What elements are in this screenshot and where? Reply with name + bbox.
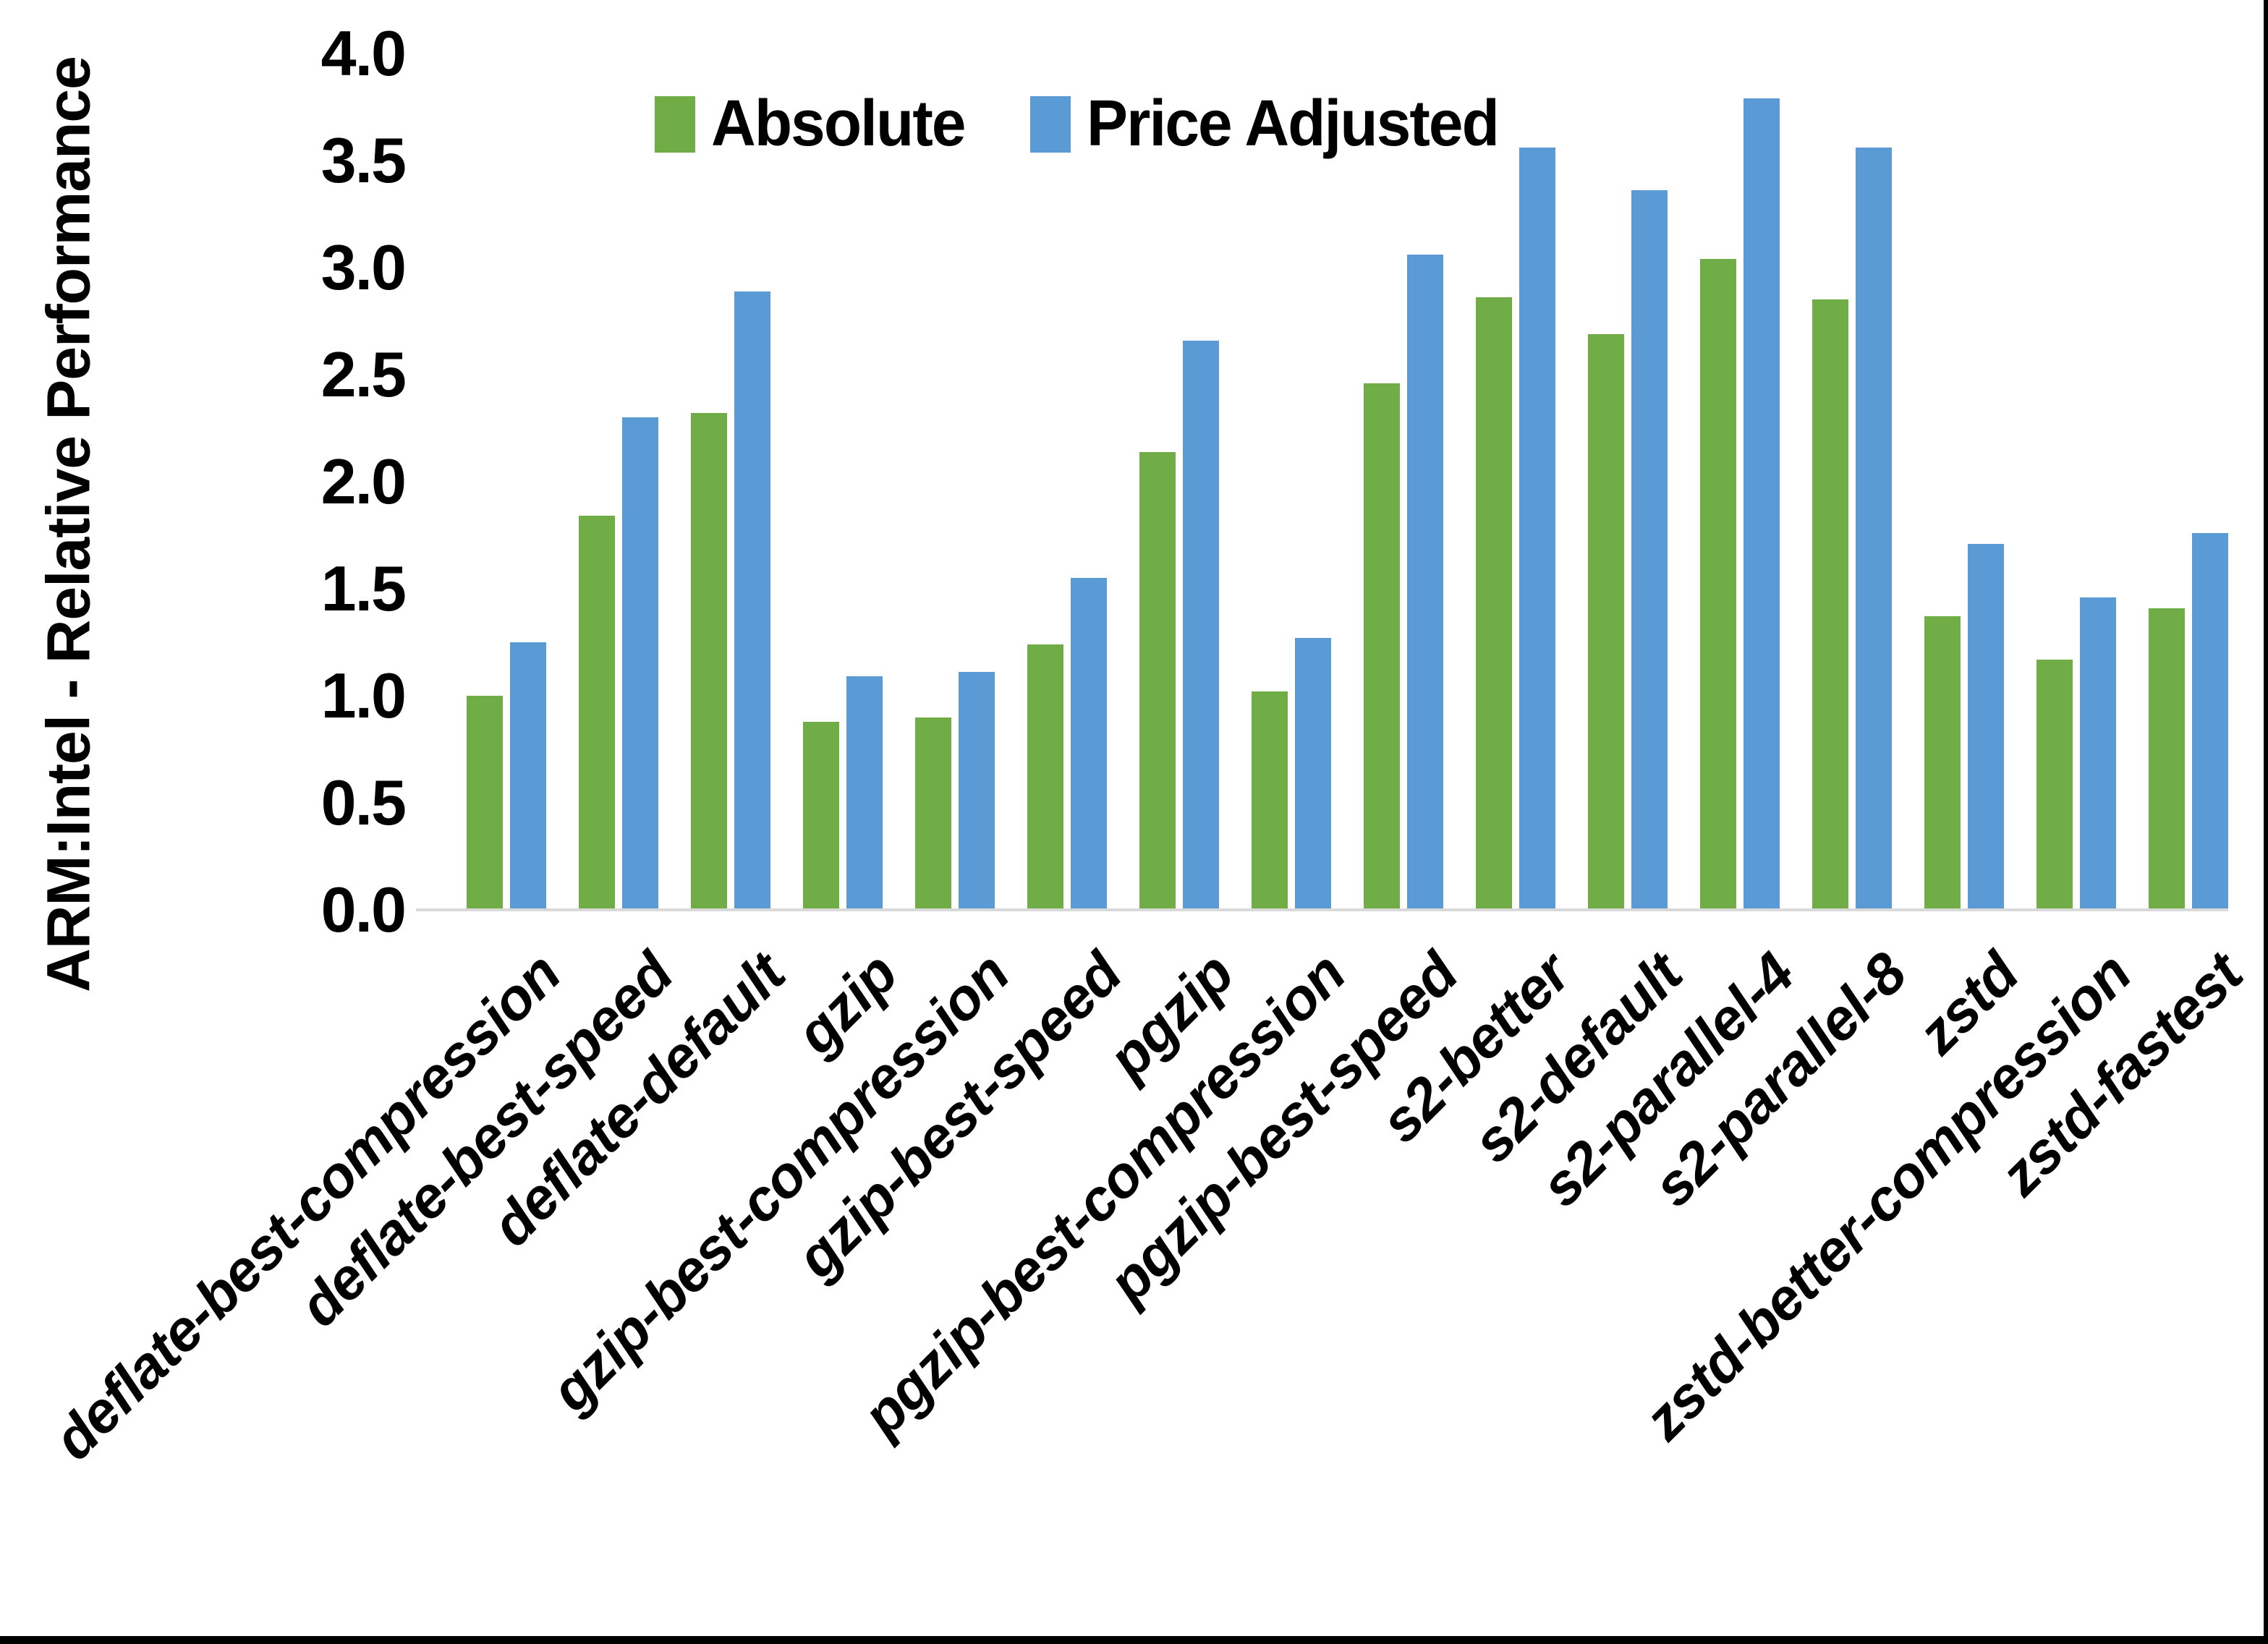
- bar-price-adjusted: [846, 676, 883, 910]
- bar-absolute: [467, 696, 503, 910]
- bar-absolute: [1924, 616, 1961, 910]
- legend-item-absolute: Absolute: [655, 87, 978, 161]
- y-axis-tick-label: 3.5: [320, 124, 407, 196]
- legend-label: Price Adjusted: [1087, 88, 1500, 160]
- x-axis-line: [416, 908, 2228, 911]
- bar-absolute: [691, 413, 727, 910]
- legend-label: Absolute: [711, 88, 966, 160]
- y-axis-tick-label: 4.0: [320, 17, 407, 89]
- bar-absolute: [1812, 299, 1848, 910]
- bar-price-adjusted: [1295, 638, 1331, 910]
- bar-absolute: [579, 516, 615, 910]
- y-axis-tick-label: 2.0: [320, 446, 407, 517]
- bar-price-adjusted: [1071, 578, 1107, 910]
- legend-item-price-adjusted: Price Adjusted: [1030, 87, 1520, 161]
- bar-absolute: [1139, 452, 1176, 910]
- bar-absolute: [915, 717, 951, 910]
- bar-price-adjusted: [1968, 544, 2004, 910]
- bar-price-adjusted: [1407, 255, 1443, 910]
- y-axis-tick-label: 1.0: [320, 660, 407, 731]
- bar-price-adjusted: [734, 291, 770, 910]
- bar-absolute: [1476, 297, 1512, 910]
- bar-absolute: [1364, 383, 1400, 910]
- bar-price-adjusted: [1856, 148, 1892, 910]
- bar-price-adjusted: [1631, 190, 1668, 910]
- y-axis-tick-label: 0.5: [320, 767, 407, 838]
- legend: Absolute Price Adjusted: [655, 87, 1520, 161]
- bar-absolute: [2036, 660, 2073, 910]
- right-border: [2264, 0, 2268, 1644]
- bar-price-adjusted: [1744, 98, 1780, 910]
- y-axis-tick-label: 1.5: [320, 553, 407, 624]
- bottom-border: [0, 1636, 2268, 1644]
- bar-absolute: [1700, 259, 1736, 910]
- bar-absolute: [1252, 691, 1288, 910]
- bar-price-adjusted: [1519, 148, 1555, 910]
- bar-price-adjusted: [959, 672, 995, 910]
- y-axis-tick-label: 0.0: [320, 874, 407, 945]
- legend-swatch-price-adjusted: [1030, 95, 1071, 153]
- legend-swatch-absolute: [655, 95, 695, 153]
- bar-price-adjusted: [1183, 341, 1219, 910]
- y-axis-title: ARM:Intel - Relative Performance: [34, 56, 103, 992]
- y-axis-tick-label: 3.0: [320, 231, 407, 303]
- bar-absolute: [1588, 334, 1624, 910]
- bar-absolute: [803, 722, 839, 910]
- bar-absolute: [1027, 644, 1063, 910]
- bar-price-adjusted: [622, 417, 658, 910]
- bar-price-adjusted: [2080, 597, 2116, 910]
- bar-price-adjusted: [2192, 533, 2228, 910]
- y-axis-tick-label: 2.5: [320, 338, 407, 410]
- bar-absolute: [2149, 608, 2185, 910]
- bar-price-adjusted: [510, 642, 546, 910]
